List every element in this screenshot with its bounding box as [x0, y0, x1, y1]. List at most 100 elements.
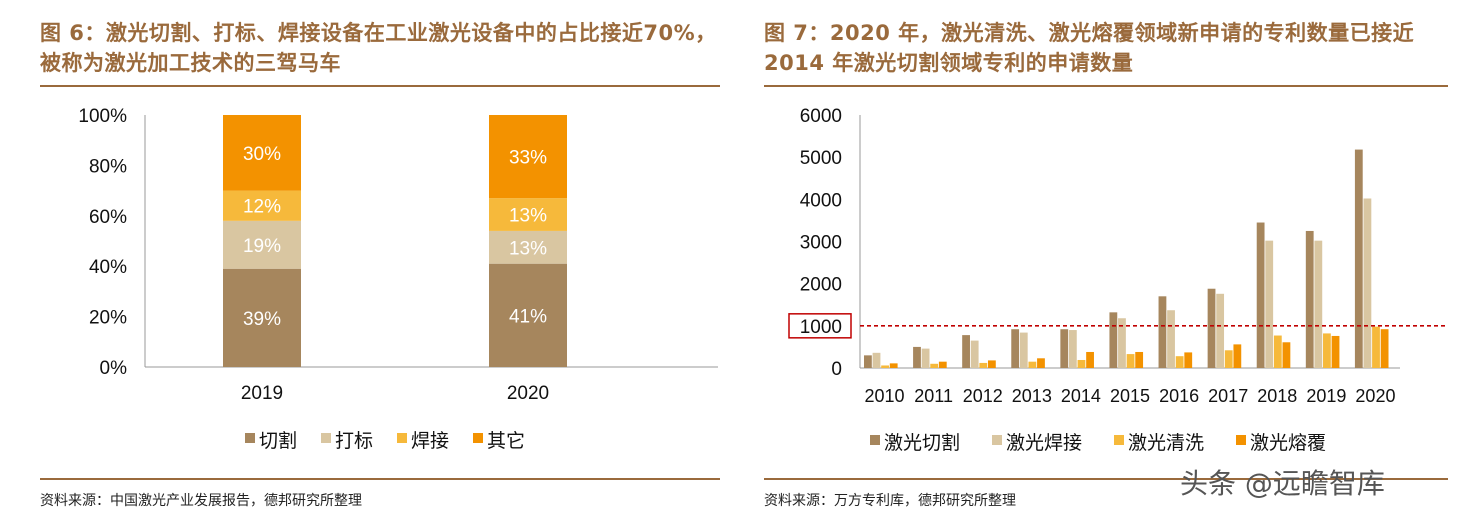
- bar: [1167, 310, 1175, 368]
- legend-label: 激光焊接: [1006, 432, 1082, 454]
- legend-swatch: [473, 433, 483, 443]
- x-tick-label: 2014: [1061, 386, 1101, 406]
- legend-swatch: [397, 433, 407, 443]
- bar-segment: [223, 115, 301, 191]
- y-tick-label: 100%: [78, 106, 127, 127]
- x-tick-label: 2011: [914, 386, 953, 406]
- bar: [1216, 293, 1225, 368]
- right-source-note: 资料来源：万方专利库，德邦研究所整理: [764, 493, 1016, 509]
- data-label: 39%: [243, 309, 281, 330]
- legend-label: 激光清洗: [1128, 432, 1204, 454]
- data-label: 13%: [509, 206, 547, 227]
- right-figure-panel: 图 7：2020 年，激光清洗、激光熔覆领域新申请的专利数量已接近 2014 年…: [760, 0, 1465, 520]
- bar: [872, 352, 881, 368]
- right-figure-title: 图 7：2020 年，激光清洗、激光熔覆领域新申请的专利数量已接近 2014 年…: [764, 21, 1415, 75]
- bar: [1086, 351, 1094, 368]
- bar: [921, 348, 930, 368]
- legend-swatch: [992, 435, 1002, 445]
- bar: [970, 340, 979, 368]
- bar: [1314, 240, 1323, 368]
- bar: [1273, 335, 1282, 368]
- right-source-rule: [764, 478, 1448, 480]
- bar: [1363, 198, 1372, 368]
- bar: [1224, 350, 1233, 368]
- y-tick-label: 4000: [800, 190, 842, 211]
- y-tick-label: 5000: [800, 148, 842, 169]
- x-tick-label: 2019: [1306, 386, 1346, 406]
- bar: [1282, 342, 1291, 368]
- y-tick-label: 3000: [800, 233, 842, 254]
- y-tick-label: 0: [831, 359, 842, 380]
- x-tick-label: 2013: [1012, 386, 1052, 406]
- bar: [1028, 361, 1037, 368]
- bar: [913, 346, 921, 368]
- bar: [1323, 333, 1331, 368]
- x-tick-label: 2017: [1208, 386, 1248, 406]
- bar: [1354, 149, 1363, 368]
- bar: [1184, 352, 1193, 368]
- legend-label: 激光熔覆: [1250, 432, 1326, 454]
- bar-segment: [223, 220, 301, 269]
- bar: [1233, 344, 1242, 368]
- bar: [1109, 312, 1118, 368]
- x-tick-label: 2020: [1355, 386, 1395, 406]
- bar: [962, 335, 970, 368]
- data-label: 12%: [243, 197, 281, 218]
- legend-swatch: [1114, 435, 1124, 445]
- bar: [987, 360, 996, 368]
- data-label: 41%: [509, 306, 547, 327]
- bar: [1380, 329, 1389, 368]
- bar: [938, 361, 947, 368]
- bar: [930, 363, 939, 368]
- bar: [889, 363, 898, 368]
- bar: [1118, 318, 1126, 368]
- bar: [864, 355, 872, 368]
- legend-label: 激光切割: [884, 432, 960, 454]
- watermark-text: 头条 @远瞻智库: [1180, 467, 1385, 500]
- legend-label: 切割: [259, 430, 297, 452]
- left-figure-panel: 图 6：激光切割、打标、焊接设备在工业激光设备中的占比接近70%，被称为激光加工…: [0, 0, 725, 520]
- reference-label-box: [788, 313, 852, 339]
- left-source-rule: [40, 478, 720, 480]
- left-figure-title: 图 6：激光切割、打标、焊接设备在工业激光设备中的占比接近70%，被称为激光加工…: [40, 21, 717, 75]
- data-label: 13%: [509, 238, 547, 259]
- legend-label: 打标: [335, 430, 373, 452]
- legend-swatch: [1236, 435, 1246, 445]
- x-tick-label: 2020: [507, 383, 549, 404]
- bar-segment: [223, 268, 301, 367]
- y-tick-label: 0%: [100, 358, 128, 379]
- bar: [1265, 240, 1274, 368]
- bar: [1126, 354, 1135, 368]
- y-tick-label: 2000: [800, 275, 842, 296]
- data-label: 33%: [509, 148, 547, 169]
- bar: [1372, 326, 1380, 368]
- x-tick-label: 2018: [1257, 386, 1297, 406]
- bar: [1037, 358, 1045, 368]
- bar: [1207, 288, 1216, 368]
- bar: [1060, 329, 1069, 368]
- bar: [1077, 359, 1086, 368]
- bar: [881, 365, 889, 368]
- left-title-rule: [40, 85, 720, 87]
- right-title-rule: [764, 85, 1448, 87]
- left-source-note: 资料来源：中国激光产业发展报告，德邦研究所整理: [40, 493, 362, 509]
- bar-segment: [489, 263, 567, 367]
- y-tick-label: 1000: [800, 317, 842, 338]
- patent-count-chart: 0 1000 2000 3000 4000 5000 6000 2010 2011 2012 201…: [788, 106, 1448, 454]
- bar: [979, 362, 988, 368]
- bar-segment: [223, 190, 301, 221]
- bar: [1305, 230, 1314, 368]
- bar-segment: [489, 230, 567, 264]
- stacked-share-chart: 0% 20% 40% 60% 80% 100% 39% 19% 12% 30% 2019 41% 13%…: [78, 106, 718, 452]
- x-tick-label: 2012: [963, 386, 1003, 406]
- legend-swatch: [321, 433, 331, 443]
- x-tick-label: 2015: [1110, 386, 1150, 406]
- legend-swatch: [245, 433, 255, 443]
- x-tick-label: 2016: [1159, 386, 1199, 406]
- bar-segment: [489, 198, 567, 231]
- y-tick-label: 40%: [89, 257, 127, 278]
- bar: [1158, 296, 1167, 368]
- y-tick-label: 80%: [89, 156, 127, 177]
- legend-swatch: [870, 435, 880, 445]
- data-label: 30%: [243, 144, 281, 165]
